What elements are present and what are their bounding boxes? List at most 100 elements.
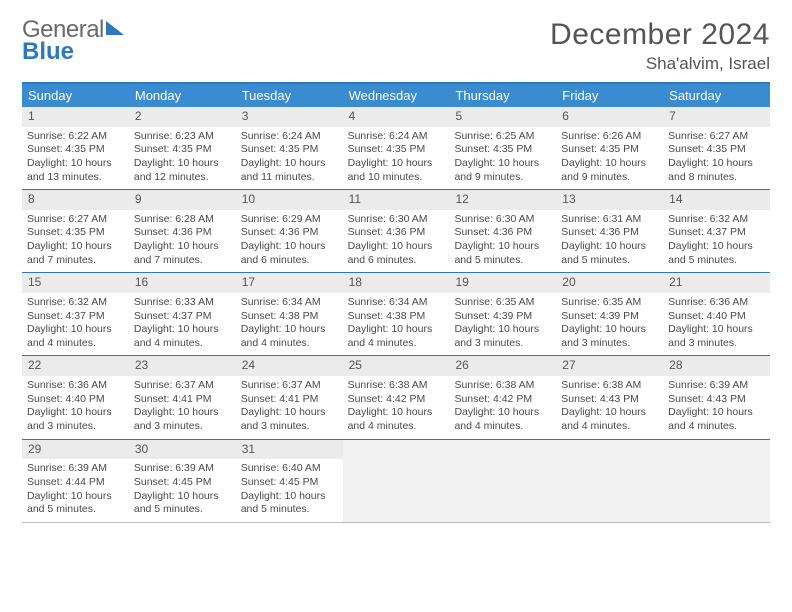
week-row: 8 Sunrise: 6:27 AMSunset: 4:35 PM Daylight…	[22, 189, 770, 272]
sunrise-text: Sunrise: 6:24 AM	[241, 130, 338, 144]
day-cell: 18Sunrise: 6:34 AMSunset: 4:38 PMDayligh…	[343, 273, 450, 355]
day-body: Sunrise: 6:22 AMSunset: 4:35 PMDaylight:…	[22, 127, 129, 190]
day-number: 16	[129, 273, 236, 293]
day-cell: 3Sunrise: 6:24 AMSunset: 4:35 PMDaylight…	[236, 107, 343, 189]
day-cell: 5Sunrise: 6:25 AMSunset: 4:35 PMDaylight…	[449, 107, 556, 189]
sunset-text: Sunset: 4:36 PM	[241, 226, 338, 240]
day-number: 13	[556, 190, 663, 210]
day-cell: 21Sunrise: 6:36 AMSunset: 4:40 PMDayligh…	[663, 273, 770, 355]
day-number: 29	[22, 440, 129, 460]
day-body: Sunrise: 6:34 AMSunset: 4:38 PMDaylight:…	[236, 293, 343, 356]
day-number: 10	[236, 190, 343, 210]
day-body: Sunrise: 6:32 AMSunset: 4:37 PMDaylight:…	[663, 210, 770, 273]
day-number: 14	[663, 190, 770, 210]
sunset-text: Sunset: 4:40 PM	[27, 393, 124, 407]
sunset-text: Sunset: 4:35 PM	[27, 226, 124, 240]
sunset-text: Sunset: 4:36 PM	[348, 226, 445, 240]
day-cell: 22Sunrise: 6:36 AMSunset: 4:40 PMDayligh…	[22, 356, 129, 438]
day-number: 28	[663, 356, 770, 376]
day-of-week-header: Friday	[556, 84, 663, 107]
month-title: December 2024	[550, 18, 770, 52]
sunset-text: Sunset: 4:35 PM	[668, 143, 765, 157]
day-body: Sunrise: 6:38 AMSunset: 4:43 PMDaylight:…	[556, 376, 663, 439]
day-of-week-header: Wednesday	[343, 84, 450, 107]
day-cell-empty	[449, 440, 556, 522]
sunrise-text: Sunrise: 6:32 AM	[27, 296, 124, 310]
day-body: Sunrise: 6:23 AMSunset: 4:35 PMDaylight:…	[129, 127, 236, 190]
day-number: 8	[22, 190, 129, 210]
day-cell: 15Sunrise: 6:32 AMSunset: 4:37 PMDayligh…	[22, 273, 129, 355]
sunrise-text: Sunrise: 6:38 AM	[454, 379, 551, 393]
daylight-text: Daylight: 10 hours and 5 minutes.	[561, 240, 658, 267]
day-body: Sunrise: 6:37 AMSunset: 4:41 PMDaylight:…	[236, 376, 343, 439]
day-number: 22	[22, 356, 129, 376]
daylight-text: Daylight: 10 hours and 5 minutes.	[27, 490, 124, 517]
sunset-text: Sunset: 4:43 PM	[561, 393, 658, 407]
sunrise-text: Sunrise: 6:37 AM	[241, 379, 338, 393]
sunset-text: Sunset: 4:44 PM	[27, 476, 124, 490]
sunrise-text: Sunrise: 6:39 AM	[27, 462, 124, 476]
day-number: 4	[343, 107, 450, 127]
sunset-text: Sunset: 4:45 PM	[241, 476, 338, 490]
day-cell: 26Sunrise: 6:38 AMSunset: 4:42 PMDayligh…	[449, 356, 556, 438]
day-cell: 8Sunrise: 6:27 AMSunset: 4:35 PMDaylight…	[22, 190, 129, 272]
sunset-text: Sunset: 4:39 PM	[561, 310, 658, 324]
day-of-week-row: SundayMondayTuesdayWednesdayThursdayFrid…	[22, 84, 770, 107]
daylight-text: Daylight: 10 hours and 9 minutes.	[561, 157, 658, 184]
daylight-text: Daylight: 10 hours and 5 minutes.	[134, 490, 231, 517]
sunrise-text: Sunrise: 6:36 AM	[27, 379, 124, 393]
day-body: Sunrise: 6:38 AMSunset: 4:42 PMDaylight:…	[343, 376, 450, 439]
sunrise-text: Sunrise: 6:30 AM	[348, 213, 445, 227]
week-row: 22Sunrise: 6:36 AMSunset: 4:40 PMDayligh…	[22, 355, 770, 438]
day-of-week-header: Tuesday	[236, 84, 343, 107]
sunrise-text: Sunrise: 6:38 AM	[348, 379, 445, 393]
day-cell: 20Sunrise: 6:35 AMSunset: 4:39 PMDayligh…	[556, 273, 663, 355]
day-body: Sunrise: 6:25 AMSunset: 4:35 PMDaylight:…	[449, 127, 556, 190]
daylight-text: Daylight: 10 hours and 5 minutes.	[668, 240, 765, 267]
sunrise-text: Sunrise: 6:32 AM	[668, 213, 765, 227]
day-cell: 4Sunrise: 6:24 AMSunset: 4:35 PMDaylight…	[343, 107, 450, 189]
day-body: Sunrise: 6:38 AMSunset: 4:42 PMDaylight:…	[449, 376, 556, 439]
sunrise-text: Sunrise: 6:27 AM	[27, 213, 124, 227]
day-cell-empty	[663, 440, 770, 522]
sunrise-text: Sunrise: 6:31 AM	[561, 213, 658, 227]
location: Sha'alvim, Israel	[550, 54, 770, 74]
day-cell: 12Sunrise: 6:30 AMSunset: 4:36 PMDayligh…	[449, 190, 556, 272]
daylight-text: Daylight: 10 hours and 11 minutes.	[241, 157, 338, 184]
sunset-text: Sunset: 4:36 PM	[454, 226, 551, 240]
day-number: 5	[449, 107, 556, 127]
daylight-text: Daylight: 10 hours and 3 minutes.	[561, 323, 658, 350]
day-number: 6	[556, 107, 663, 127]
sunset-text: Sunset: 4:35 PM	[454, 143, 551, 157]
daylight-text: Daylight: 10 hours and 4 minutes.	[668, 406, 765, 433]
day-cell: 27Sunrise: 6:38 AMSunset: 4:43 PMDayligh…	[556, 356, 663, 438]
sunrise-text: Sunrise: 6:29 AM	[241, 213, 338, 227]
daylight-text: Daylight: 10 hours and 6 minutes.	[348, 240, 445, 267]
sunrise-text: Sunrise: 6:35 AM	[454, 296, 551, 310]
day-cell: 7Sunrise: 6:27 AMSunset: 4:35 PMDaylight…	[663, 107, 770, 189]
day-cell: 10Sunrise: 6:29 AMSunset: 4:36 PMDayligh…	[236, 190, 343, 272]
day-cell: 2Sunrise: 6:23 AMSunset: 4:35 PMDaylight…	[129, 107, 236, 189]
sunset-text: Sunset: 4:37 PM	[134, 310, 231, 324]
sunset-text: Sunset: 4:45 PM	[134, 476, 231, 490]
daylight-text: Daylight: 10 hours and 13 minutes.	[27, 157, 124, 184]
daylight-text: Daylight: 10 hours and 7 minutes.	[134, 240, 231, 267]
day-body: Sunrise: 6:26 AMSunset: 4:35 PMDaylight:…	[556, 127, 663, 190]
sunrise-text: Sunrise: 6:25 AM	[454, 130, 551, 144]
daylight-text: Daylight: 10 hours and 5 minutes.	[454, 240, 551, 267]
day-body: Sunrise: 6:24 AMSunset: 4:35 PMDaylight:…	[343, 127, 450, 190]
day-number: 30	[129, 440, 236, 460]
day-cell: 17Sunrise: 6:34 AMSunset: 4:38 PMDayligh…	[236, 273, 343, 355]
sunrise-text: Sunrise: 6:22 AM	[27, 130, 124, 144]
day-body: Sunrise: 6:36 AMSunset: 4:40 PMDaylight:…	[22, 376, 129, 439]
sunset-text: Sunset: 4:39 PM	[454, 310, 551, 324]
day-of-week-header: Sunday	[22, 84, 129, 107]
sunrise-text: Sunrise: 6:23 AM	[134, 130, 231, 144]
logo-word2: Blue	[22, 40, 124, 64]
sunrise-text: Sunrise: 6:30 AM	[454, 213, 551, 227]
day-body: Sunrise: 6:35 AMSunset: 4:39 PMDaylight:…	[556, 293, 663, 356]
day-number: 21	[663, 273, 770, 293]
daylight-text: Daylight: 10 hours and 3 minutes.	[241, 406, 338, 433]
week-row: 15Sunrise: 6:32 AMSunset: 4:37 PMDayligh…	[22, 272, 770, 355]
daylight-text: Daylight: 10 hours and 4 minutes.	[241, 323, 338, 350]
